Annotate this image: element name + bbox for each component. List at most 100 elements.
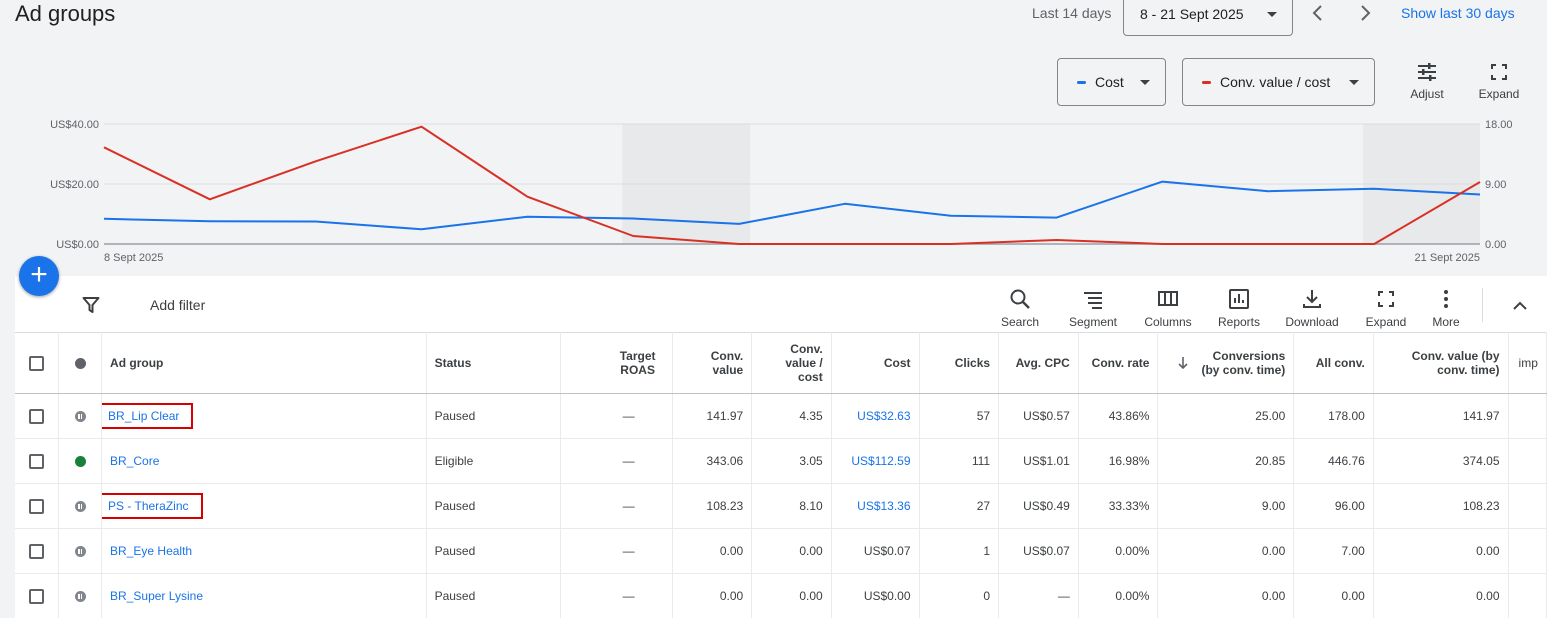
- cost-cell[interactable]: US$112.59: [831, 438, 920, 484]
- y-right-tick-label: 0.00: [1485, 239, 1506, 251]
- date-range-picker[interactable]: 8 - 21 Sept 2025: [1123, 0, 1293, 36]
- search-button[interactable]: Search: [996, 288, 1044, 329]
- table-row: BR_Eye Health Paused —0.00 0.00 US$0.07 1 US$0…: [15, 528, 1547, 574]
- search-icon: [1010, 289, 1030, 309]
- ad-group-link[interactable]: PS - TheraZinc: [101, 493, 203, 519]
- target-roas-cell: —: [560, 438, 673, 484]
- conv-value-cost-series-color-icon: [1202, 81, 1211, 84]
- table-row: BR_Super Lysine Paused —0.00 0.00 US$0.00 0—0…: [15, 573, 1547, 618]
- status-cell: Eligible: [426, 438, 562, 484]
- ad-group-link[interactable]: BR_Eye Health: [110, 544, 193, 558]
- column-header-all-conv[interactable]: All conv.: [1293, 332, 1374, 394]
- column-header-conv-value-by-time[interactable]: Conv. value (by conv. time): [1373, 332, 1509, 394]
- row-status-dot-cell: [58, 393, 103, 439]
- y-right-tick-label: 18.00: [1485, 119, 1513, 131]
- dropdown-arrow-icon: [1267, 12, 1277, 17]
- metric-selector-label: Conv. value / cost: [1220, 74, 1331, 90]
- conv-value-by-time-cell: 141.97: [1373, 393, 1509, 439]
- column-header-conversions[interactable]: Conversions (by conv. time): [1157, 332, 1295, 394]
- cost-cell[interactable]: US$13.36: [831, 483, 920, 529]
- conv-value-cell: 343.06: [672, 438, 753, 484]
- column-header-label: Conversions (by conv. time): [1201, 349, 1286, 377]
- metric-selector-conv-value-cost[interactable]: Conv. value / cost: [1182, 58, 1375, 106]
- conv-value-by-time-cell: 0.00: [1373, 573, 1509, 618]
- impressions-cell: [1508, 483, 1547, 529]
- fullscreen-icon: [1491, 64, 1507, 80]
- filter-icon: [82, 297, 100, 313]
- collapse-chart-button[interactable]: [1510, 296, 1530, 319]
- column-header-cost[interactable]: Cost: [831, 332, 920, 394]
- show-last-30-days-link[interactable]: Show last 30 days: [1401, 5, 1515, 21]
- status-dot-icon: [74, 358, 86, 370]
- next-period-button[interactable]: [1353, 3, 1377, 23]
- conv-value-cost-cell: 0.00: [751, 528, 832, 574]
- avg-cpc-cell: —: [998, 573, 1079, 618]
- ad-group-link[interactable]: BR_Core: [110, 454, 160, 468]
- download-icon: [1303, 290, 1321, 308]
- column-header-conv-rate[interactable]: Conv. rate: [1078, 332, 1159, 394]
- y-left-tick-label: US$40.00: [50, 119, 99, 131]
- ad-group-link[interactable]: BR_Lip Clear: [101, 403, 194, 429]
- date-range-value: 8 - 21 Sept 2025: [1140, 6, 1244, 22]
- avg-cpc-cell: US$0.57: [998, 393, 1079, 439]
- column-header-clicks[interactable]: Clicks: [919, 332, 1000, 394]
- column-header-status[interactable]: Status: [426, 332, 562, 394]
- paused-status-icon[interactable]: [74, 591, 86, 603]
- y-left-tick-label: US$0.00: [56, 239, 99, 251]
- adjust-label: Adjust: [1410, 87, 1444, 101]
- impressions-cell: [1508, 528, 1547, 574]
- column-header-conv-value[interactable]: Conv. value: [672, 332, 753, 394]
- conversions-cell: 25.00: [1157, 393, 1295, 439]
- ad-group-link[interactable]: BR_Super Lysine: [110, 589, 203, 603]
- paused-status-icon[interactable]: [74, 546, 86, 558]
- chevron-right-icon: [1361, 5, 1371, 21]
- status-cell: Paused: [426, 393, 562, 439]
- columns-button[interactable]: Columns: [1141, 288, 1195, 329]
- segment-button[interactable]: Segment: [1064, 288, 1122, 329]
- row-checkbox[interactable]: [29, 453, 45, 469]
- all-conv-cell: 446.76: [1293, 438, 1374, 484]
- row-select-cell: [15, 393, 60, 439]
- column-header-conv-value-cost[interactable]: Conv. value / cost: [751, 332, 832, 394]
- column-header-impressions-partial[interactable]: imp: [1508, 332, 1547, 394]
- reports-button[interactable]: Reports: [1214, 288, 1264, 329]
- ad-groups-table: Ad group Status Target ROAS Conv. value …: [15, 332, 1547, 618]
- reports-icon: [1229, 289, 1249, 309]
- paused-status-icon[interactable]: [74, 411, 86, 423]
- cost-cell: US$0.07: [831, 528, 920, 574]
- column-header-target-roas[interactable]: Target ROAS: [560, 332, 673, 394]
- conv-rate-cell: 0.00%: [1078, 528, 1159, 574]
- toolbar-divider: [1482, 288, 1483, 322]
- ad-group-cell: BR_Super Lysine: [101, 573, 427, 618]
- row-checkbox[interactable]: [29, 543, 45, 559]
- adjust-chart-button[interactable]: Adjust: [1404, 62, 1450, 101]
- avg-cpc-cell: US$0.49: [998, 483, 1079, 529]
- cost-cell[interactable]: US$32.63: [831, 393, 920, 439]
- column-header-ad-group[interactable]: Ad group: [101, 332, 427, 394]
- expand-label: Expand: [1365, 315, 1407, 329]
- add-filter-button[interactable]: Add filter: [150, 297, 206, 313]
- expand-table-button[interactable]: Expand: [1360, 288, 1412, 329]
- chevron-up-icon: [1513, 301, 1527, 310]
- conv-value-cell: 141.97: [672, 393, 753, 439]
- row-select-cell: [15, 483, 60, 529]
- row-checkbox[interactable]: [29, 588, 45, 604]
- metric-selector-cost[interactable]: Cost: [1057, 58, 1166, 106]
- download-label: Download: [1285, 315, 1339, 329]
- row-checkbox[interactable]: [29, 498, 45, 514]
- previous-period-button[interactable]: [1306, 3, 1330, 23]
- create-button[interactable]: +: [19, 256, 59, 296]
- paused-status-icon[interactable]: [74, 501, 86, 513]
- row-checkbox[interactable]: [29, 408, 45, 424]
- select-all-checkbox[interactable]: [29, 355, 45, 371]
- ad-groups-table-panel: Add filter Search Segment Columns Report…: [15, 276, 1547, 618]
- eligible-status-icon[interactable]: [74, 456, 86, 468]
- expand-chart-button[interactable]: Expand: [1476, 62, 1522, 101]
- download-button[interactable]: Download: [1283, 288, 1341, 329]
- conv-rate-cell: 43.86%: [1078, 393, 1159, 439]
- filter-button[interactable]: [82, 296, 100, 319]
- target-roas-cell: —: [560, 573, 673, 618]
- column-header-avg-cpc[interactable]: Avg. CPC: [998, 332, 1079, 394]
- row-select-cell: [15, 573, 60, 618]
- more-button[interactable]: More: [1429, 288, 1463, 329]
